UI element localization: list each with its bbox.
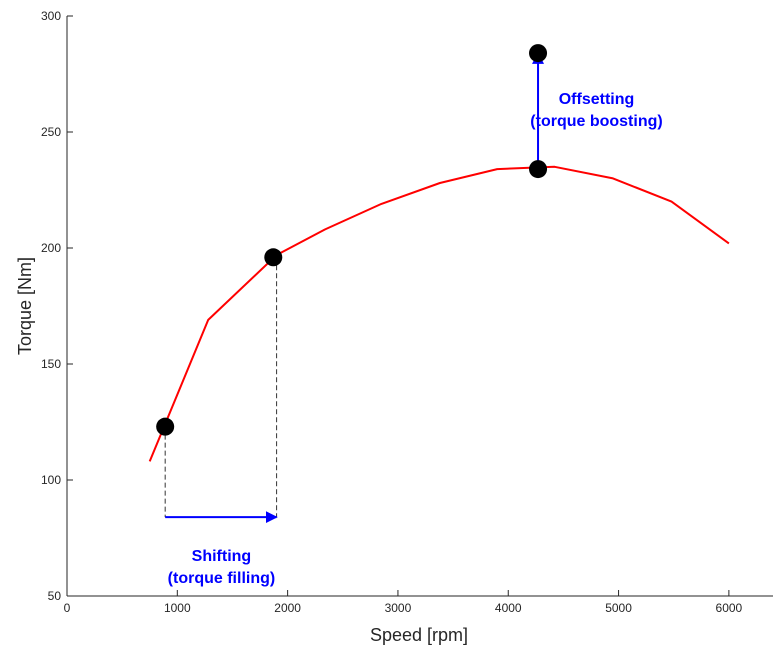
annotation-text: Shifting (torque filling) xyxy=(168,548,276,587)
annotation-line: (torque boosting) xyxy=(530,113,662,130)
data-point xyxy=(529,44,548,63)
y-tick-label: 300 xyxy=(41,9,61,23)
points-layer xyxy=(156,44,548,436)
annotation-text: Offsetting (torque boosting) xyxy=(530,91,662,130)
annotation-line: Shifting xyxy=(192,548,252,565)
x-tick-label: 6000 xyxy=(716,601,743,615)
annotation-line: Offsetting xyxy=(559,91,635,108)
y-tick-label: 250 xyxy=(41,125,61,139)
plot-area xyxy=(67,16,773,596)
x-tick-label: 1000 xyxy=(164,601,191,615)
annotation-layer: Shifting (torque filling) Offsetting (torqu… xyxy=(168,91,663,587)
y-tick-label: 50 xyxy=(48,589,62,603)
y-tick-label: 100 xyxy=(41,473,61,487)
x-tick-label: 2000 xyxy=(274,601,301,615)
series-layer xyxy=(148,165,730,462)
torque-curve xyxy=(148,165,730,462)
data-point xyxy=(264,248,283,267)
x-tick-label: 3000 xyxy=(385,601,412,615)
y-axis-label: Torque [Nm] xyxy=(15,257,35,355)
axes: 0 1000 2000 3000 4000 5000 6000 50 100 150 200 250 3… xyxy=(41,9,773,615)
data-point xyxy=(529,160,548,179)
x-tick-label: 0 xyxy=(64,601,71,615)
x-tick-label: 5000 xyxy=(605,601,632,615)
y-tick-label: 200 xyxy=(41,241,61,255)
annotation-line: (torque filling) xyxy=(168,570,276,587)
guides-layer xyxy=(164,51,545,524)
x-tick-label: 4000 xyxy=(495,601,522,615)
y-tick-label: 150 xyxy=(41,357,61,371)
data-point xyxy=(156,417,175,436)
x-axis-label: Speed [rpm] xyxy=(370,625,468,645)
